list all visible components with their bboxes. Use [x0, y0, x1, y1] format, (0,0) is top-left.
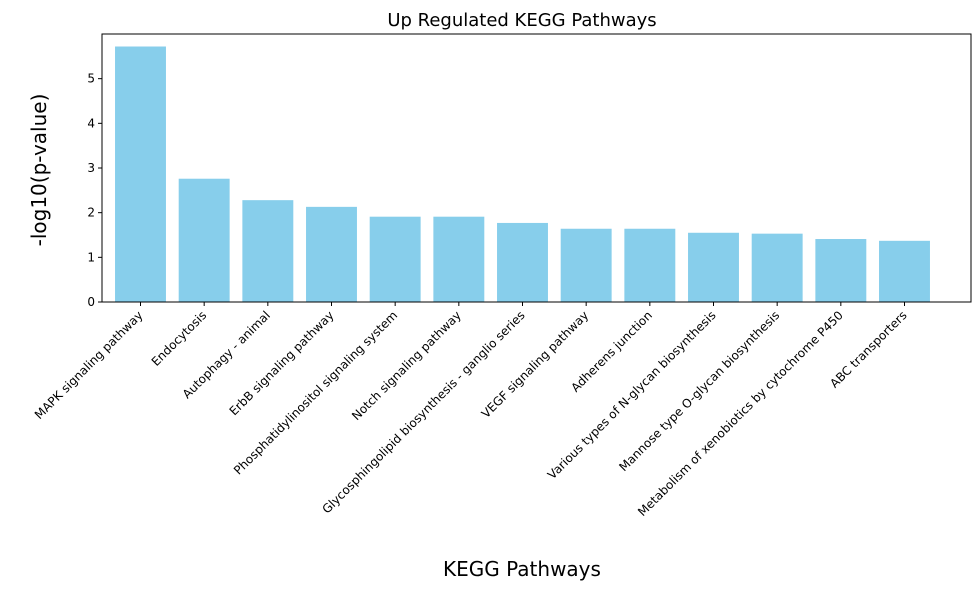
bars-group	[115, 46, 930, 303]
bar-1	[178, 178, 230, 302]
x-tick-label-0: MAPK signaling pathway	[32, 308, 146, 422]
chart-title: Up Regulated KEGG Pathways	[387, 10, 656, 31]
y-tick-label-5: 5	[87, 72, 95, 86]
y-axis: 0 1 2 3 4 5	[87, 72, 102, 309]
x-tick-label-7: VEGF signaling pathway	[479, 308, 592, 421]
x-tick-label-3: ErbB signaling pathway	[227, 308, 337, 418]
y-tick-label-0: 0	[87, 295, 95, 309]
bar-7	[560, 228, 612, 302]
bar-3	[306, 206, 357, 302]
bar-11	[815, 239, 867, 302]
y-tick-label-2: 2	[87, 206, 95, 220]
plot-frame	[101, 33, 972, 303]
bar-0	[115, 46, 166, 303]
bar-10	[751, 233, 803, 302]
y-tick-label-1: 1	[87, 250, 95, 264]
bar-12	[879, 240, 930, 302]
x-axis-label: KEGG Pathways	[443, 557, 601, 581]
y-tick-label-3: 3	[87, 161, 95, 175]
bar-5	[433, 216, 485, 302]
x-axis: MAPK signaling pathway EndocytosisAutopha…	[32, 302, 910, 519]
bar-2	[242, 200, 294, 302]
bar-4	[369, 216, 421, 302]
x-tick-label-1: Endocytosis	[149, 308, 210, 369]
y-axis-label: -log10(p-value)	[27, 94, 51, 247]
x-tick-label-5: Notch signaling pathway	[349, 308, 464, 423]
y-tick-label-4: 4	[87, 116, 95, 130]
bar-6	[497, 222, 548, 302]
bar-8	[624, 228, 676, 302]
bar-9	[688, 232, 739, 302]
